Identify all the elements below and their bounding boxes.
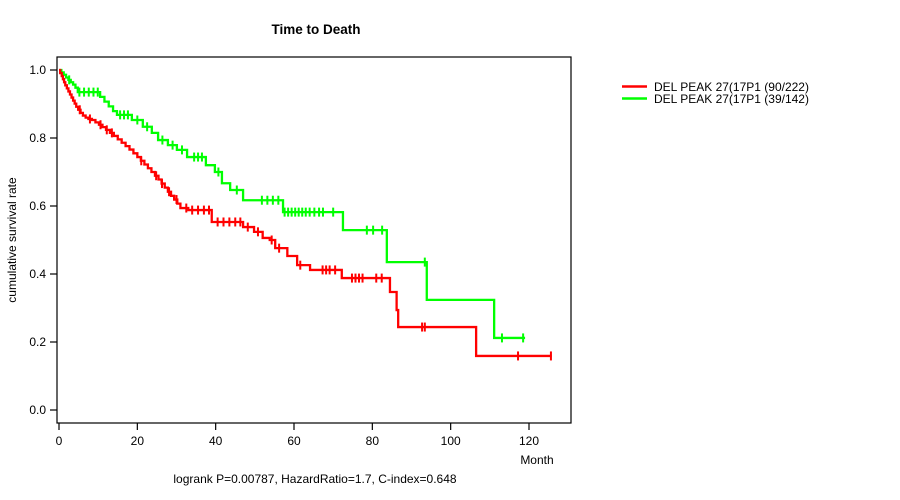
x-tick-label: 120 — [519, 434, 539, 448]
x-axis-ticks: 0 20 40 60 80 100 120 — [56, 423, 539, 448]
y-tick-label: 0.8 — [29, 131, 46, 145]
x-axis-label: Month — [520, 453, 553, 467]
x-tick-label: 40 — [209, 434, 223, 448]
legend-label-red: DEL PEAK 27(17P1 (90/222) — [654, 80, 809, 94]
x-tick-label: 0 — [56, 434, 63, 448]
y-tick-label: 1.0 — [29, 63, 46, 77]
legend: DEL PEAK 27(17P1 (90/222) DEL PEAK 27(17… — [622, 80, 809, 106]
y-tick-label: 0.4 — [29, 267, 46, 281]
y-axis-label: cumulative survival rate — [5, 177, 19, 303]
survival-curve-red — [59, 68, 552, 358]
y-tick-label: 0.2 — [29, 335, 46, 349]
x-tick-label: 60 — [287, 434, 301, 448]
x-tick-label: 100 — [441, 434, 461, 448]
legend-label-green: DEL PEAK 27(17P1 (39/142) — [654, 92, 809, 106]
y-axis-ticks: 0.0 0.2 0.4 0.6 0.8 1.0 — [29, 63, 57, 417]
y-tick-label: 0.6 — [29, 199, 46, 213]
x-tick-label: 80 — [366, 434, 380, 448]
survival-curve-green — [59, 68, 526, 340]
stats-annotation: logrank P=0.00787, HazardRatio=1.7, C-in… — [173, 472, 457, 486]
x-tick-label: 20 — [131, 434, 145, 448]
chart-title: Time to Death — [271, 22, 360, 37]
survival-curves — [59, 68, 552, 361]
y-tick-label: 0.0 — [29, 403, 46, 417]
plot-box — [56, 56, 572, 424]
